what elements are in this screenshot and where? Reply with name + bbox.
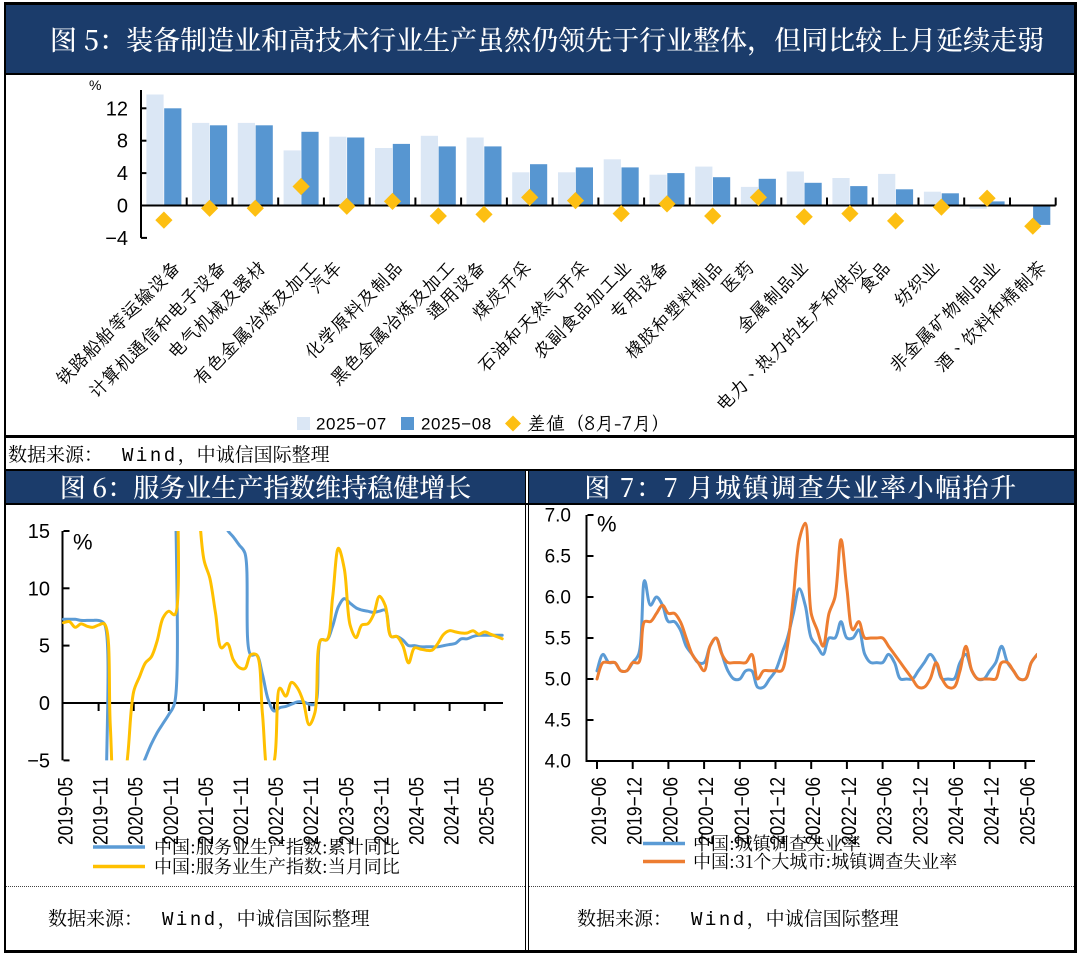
svg-text:中国:31个大城市:城镇调查失业率: 中国:31个大城市:城镇调查失业率 [693,848,957,874]
svg-text:2020−06: 2020−06 [659,777,682,845]
svg-text:2023−06: 2023−06 [874,777,897,845]
svg-text:2023−05: 2023−05 [335,777,358,845]
svg-text:2024−11: 2024−11 [441,777,464,845]
svg-text:2023−11: 2023−11 [370,777,393,845]
svg-text:2023−12: 2023−12 [909,777,932,845]
svg-text:纺织业: 纺织业 [889,256,945,312]
svg-text:2021−11: 2021−11 [230,777,253,845]
svg-text:6.0: 6.0 [545,588,571,609]
svg-text:2020−05: 2020−05 [125,777,148,845]
svg-text:2025−08: 2025−08 [421,414,492,433]
svg-text:差值（8月-7月）: 差值（8月-7月） [527,411,670,436]
svg-text:0: 0 [117,196,128,218]
svg-text:15: 15 [28,521,50,543]
svg-text:2021−06: 2021−06 [731,777,754,845]
svg-text:2024−06: 2024−06 [945,777,968,845]
svg-text:医药: 医药 [716,256,759,299]
svg-text:2025−05: 2025−05 [476,777,499,845]
svg-text:2022−06: 2022−06 [802,777,825,845]
svg-text:2021−05: 2021−05 [195,777,218,845]
svg-text:2025−07: 2025−07 [316,414,387,433]
svg-text:2022−12: 2022−12 [838,777,861,845]
svg-text:−4: −4 [105,228,128,250]
svg-text:中国:服务业生产指数:累计同比: 中国:服务业生产指数:累计同比 [154,833,400,859]
svg-text:2020−12: 2020−12 [695,777,718,845]
svg-text:4.0: 4.0 [545,752,571,773]
svg-text:中国:城镇调查失业率: 中国:城镇调查失业率 [693,830,861,856]
svg-text:12: 12 [106,98,128,120]
svg-text:2019−06: 2019−06 [588,777,611,845]
svg-text:5.5: 5.5 [545,629,571,650]
svg-text:7.0: 7.0 [545,506,571,527]
svg-text:−5: −5 [27,750,50,772]
svg-text:4.5: 4.5 [545,711,571,732]
svg-text:2022−11: 2022−11 [300,777,323,845]
svg-text:6.5: 6.5 [545,547,571,568]
svg-text:2025−06: 2025−06 [1016,777,1039,845]
svg-text:2019−12: 2019−12 [624,777,647,845]
svg-text:5: 5 [39,636,50,658]
svg-text:2022−05: 2022−05 [265,777,288,845]
svg-text:2021−12: 2021−12 [767,777,790,845]
svg-text:中国:服务业生产指数:当月同比: 中国:服务业生产指数:当月同比 [154,853,400,879]
svg-text:2019−05: 2019−05 [55,777,78,845]
svg-text:2024−12: 2024−12 [981,777,1004,845]
svg-text:2019−11: 2019−11 [90,777,113,845]
svg-text:2024−05: 2024−05 [406,777,429,845]
svg-text:%: % [73,530,93,555]
svg-text:10: 10 [28,578,50,600]
svg-text:%: % [597,512,617,537]
svg-text:4: 4 [117,163,128,185]
svg-text:%: % [89,77,101,93]
svg-text:5.0: 5.0 [545,670,571,691]
svg-text:2020−11: 2020−11 [160,777,183,845]
svg-text:0: 0 [39,693,50,715]
svg-text:8: 8 [117,131,128,153]
